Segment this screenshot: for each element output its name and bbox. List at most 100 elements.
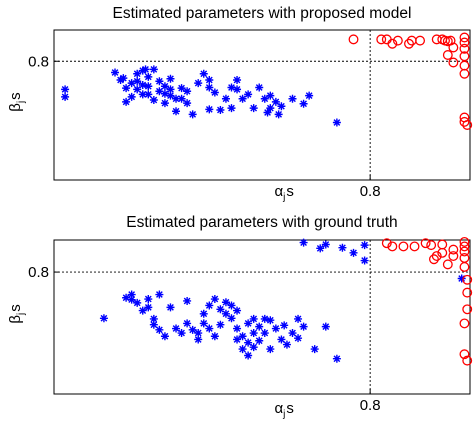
x-axis-label-suffix: s: [286, 183, 294, 200]
data-point-asterisk: [299, 322, 308, 331]
data-point-asterisk: [260, 329, 269, 338]
data-point-asterisk: [194, 335, 203, 344]
data-point-asterisk: [183, 87, 192, 96]
data-point-asterisk: [233, 85, 242, 94]
data-point-asterisk: [166, 91, 175, 100]
asterisk-series: [99, 238, 466, 363]
plot-frame: [53, 239, 471, 395]
data-point-asterisk: [238, 332, 247, 341]
data-point-circle: [459, 246, 470, 257]
data-point-asterisk: [138, 306, 147, 315]
data-point-circle: [462, 274, 473, 285]
data-point-asterisk: [127, 290, 136, 299]
data-point-asterisk: [255, 83, 264, 92]
data-point-asterisk: [166, 303, 175, 312]
data-point-asterisk: [155, 87, 164, 96]
x-axis-label: αjs: [274, 400, 293, 420]
data-point-asterisk: [221, 94, 230, 103]
data-point-asterisk: [280, 321, 289, 330]
y-axis-label-subscript: j: [16, 101, 27, 104]
data-point-circle: [459, 68, 470, 79]
data-point-asterisk: [260, 94, 269, 103]
data-point-asterisk: [138, 81, 147, 89]
data-point-circle: [462, 355, 473, 366]
x-axis-label: αjs: [274, 183, 293, 203]
data-point-asterisk: [299, 238, 308, 247]
x-axis-label-suffix: s: [286, 400, 294, 417]
x-axis-label-subscript: j: [282, 409, 285, 420]
chart-title: Estimated parameters with proposed model: [113, 5, 412, 22]
data-point-circle: [420, 238, 431, 249]
data-point-circle: [459, 349, 470, 360]
data-point-asterisk: [61, 92, 70, 101]
data-point-asterisk: [233, 335, 242, 344]
data-point-circle: [448, 42, 459, 53]
data-point-circle: [442, 259, 453, 270]
data-point-asterisk: [144, 82, 153, 91]
data-point-asterisk: [119, 74, 128, 83]
data-point-circle: [392, 35, 403, 46]
data-point-asterisk: [233, 76, 242, 84]
data-point-asterisk: [133, 298, 142, 307]
data-point-circle: [459, 318, 470, 329]
data-point-asterisk: [249, 314, 258, 323]
data-point-asterisk: [288, 94, 297, 103]
data-point-circle: [459, 37, 470, 48]
data-point-asterisk: [172, 94, 181, 103]
data-point-asterisk: [144, 295, 153, 304]
data-point-circle: [462, 304, 473, 315]
y-axis-label: βjs: [7, 92, 27, 111]
data-point-asterisk: [210, 332, 219, 341]
data-point-asterisk: [249, 329, 258, 338]
data-point-circle: [387, 38, 398, 49]
data-point-circle: [415, 35, 426, 46]
y-axis-label-symbol: β: [7, 103, 24, 112]
data-point-asterisk: [111, 68, 120, 77]
data-point-asterisk: [155, 290, 164, 299]
data-point-asterisk: [238, 94, 247, 103]
data-point-asterisk: [199, 309, 208, 318]
data-point-asterisk: [216, 305, 225, 314]
data-point-asterisk: [149, 96, 158, 104]
data-point-circle: [448, 244, 459, 255]
data-point-circle: [442, 50, 453, 60]
data-point-asterisk: [271, 324, 280, 333]
data-point-circle: [409, 241, 420, 252]
data-point-asterisk: [199, 69, 208, 78]
data-point-asterisk: [177, 84, 186, 93]
x-tick-label: 0.8: [360, 397, 381, 414]
data-point-asterisk: [349, 248, 358, 257]
y-tick-label: 0.8: [28, 53, 49, 70]
data-point-asterisk: [133, 69, 142, 78]
data-point-circle: [437, 247, 448, 258]
data-point-asterisk: [205, 301, 214, 310]
bottom-scatter-panel: Estimated parameters with ground truth 0.…: [7, 214, 473, 420]
data-point-circle: [437, 239, 448, 250]
data-point-asterisk: [177, 94, 186, 103]
data-point-asterisk: [172, 107, 181, 116]
data-point-asterisk: [149, 314, 158, 323]
data-point-asterisk: [233, 306, 242, 315]
data-point-asterisk: [244, 351, 253, 360]
y-axis-label: βjs: [7, 304, 27, 323]
data-point-asterisk: [294, 314, 303, 323]
data-point-asterisk: [277, 335, 286, 344]
data-point-asterisk: [122, 97, 131, 106]
data-point-asterisk: [338, 243, 347, 252]
data-point-asterisk: [210, 295, 219, 304]
data-point-asterisk: [457, 274, 466, 283]
data-point-asterisk: [122, 293, 131, 302]
data-point-asterisk: [310, 345, 319, 354]
y-axis-label-subscript: j: [16, 313, 27, 316]
data-point-asterisk: [122, 84, 131, 93]
data-point-asterisk: [133, 77, 142, 86]
data-point-asterisk: [294, 334, 303, 343]
data-point-asterisk: [127, 92, 136, 101]
data-point-asterisk: [216, 320, 225, 329]
data-point-asterisk: [177, 329, 186, 338]
data-point-asterisk: [288, 329, 297, 338]
data-point-asterisk: [255, 336, 264, 345]
data-point-circle: [462, 120, 473, 130]
data-point-asterisk: [244, 319, 253, 328]
